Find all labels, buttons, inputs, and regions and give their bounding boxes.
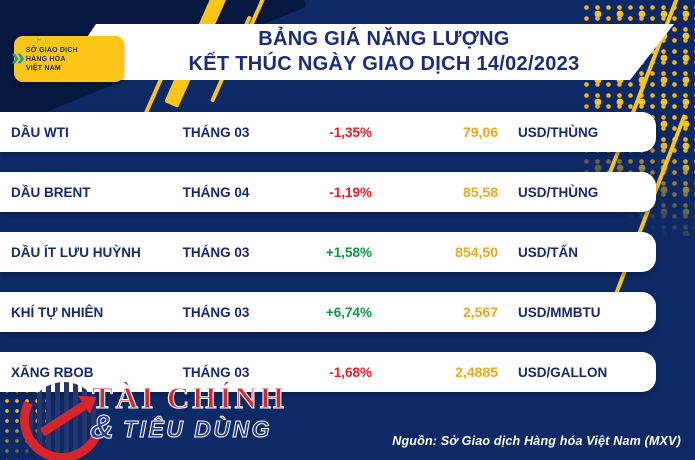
tai-chinh-tieu-dung-logo: TÀI CHÍNH & TIÊU DÙNG: [9, 367, 285, 460]
mxv-logo: » ™ SỞ GIAO DỊCH HÀNG HÓA VIỆT NAM: [11, 36, 124, 82]
contract-month: THÁNG 03: [182, 124, 250, 140]
commodity-name: DẦU BRENT: [11, 184, 91, 200]
page-title: BẢNG GIÁ NĂNG LƯỢNG KẾT THÚC NGÀY GIAO D…: [58, 27, 674, 77]
title-line-1: BẢNG GIÁ NĂNG LƯỢNG: [258, 28, 510, 50]
price-unit: USD/MMBTU: [518, 304, 601, 320]
contract-month: THÁNG 03: [182, 244, 250, 260]
commodity-name: XĂNG RBOB: [11, 364, 94, 380]
trademark-symbol: ™: [36, 38, 41, 44]
contract-month: THÁNG 03: [182, 304, 250, 320]
price-unit: USD/TẤN: [518, 244, 578, 260]
change-percent: +1,58%: [325, 244, 372, 260]
commodity-name: DẦU WTI: [11, 124, 69, 140]
chevrons-right-icon: »: [11, 43, 25, 71]
source-attribution: Nguồn: Sở Giao dịch Hàng hóa Việt Nam (M…: [392, 434, 681, 448]
price-value: 85,58: [462, 184, 498, 200]
price-value: 79,06: [462, 124, 498, 140]
contract-month: THÁNG 03: [182, 364, 250, 380]
change-percent: -1,19%: [329, 184, 372, 200]
brand-ampersand: &: [90, 408, 115, 446]
price-value: 854,50: [455, 244, 498, 260]
table-row: DẦU BRENT THÁNG 04 -1,19% 85,58 USD/THÙN…: [0, 172, 656, 212]
mxv-logo-text: SỞ GIAO DỊCH HÀNG HÓA VIỆT NAM: [25, 46, 78, 72]
price-value: 2,567: [462, 304, 498, 320]
brand-name-bottom: TIÊU DÙNG: [123, 416, 272, 443]
change-percent: -1,35%: [329, 124, 372, 140]
price-unit: USD/GALLON: [518, 364, 608, 380]
contract-month: THÁNG 04: [182, 184, 250, 200]
commodity-name: KHÍ TỰ NHIÊN: [11, 304, 104, 320]
commodity-name: DẦU ÍT LƯU HUỲNH: [11, 244, 141, 260]
price-value: 2,4885: [455, 364, 498, 380]
table-row: DẦU WTI THÁNG 03 -1,35% 79,06 USD/THÙNG: [0, 112, 656, 152]
table-row: DẦU ÍT LƯU HUỲNH THÁNG 03 +1,58% 854,50 …: [0, 232, 656, 272]
price-unit: USD/THÙNG: [518, 124, 599, 140]
change-percent: +6,74%: [325, 304, 372, 320]
header-banner: BẢNG GIÁ NĂNG LƯỢNG KẾT THÚC NGÀY GIAO D…: [58, 24, 674, 80]
table-row: KHÍ TỰ NHIÊN THÁNG 03 +6,74% 2,567 USD/M…: [0, 292, 656, 332]
brand-name-top: TÀI CHÍNH: [91, 379, 287, 415]
price-unit: USD/THÙNG: [518, 184, 599, 200]
title-line-2: KẾT THÚC NGÀY GIAO DỊCH 14/02/2023: [188, 53, 580, 75]
change-percent: -1,68%: [329, 364, 372, 380]
table-row: XĂNG RBOB THÁNG 03 -1,68% 2,4885 USD/GAL…: [0, 352, 656, 392]
